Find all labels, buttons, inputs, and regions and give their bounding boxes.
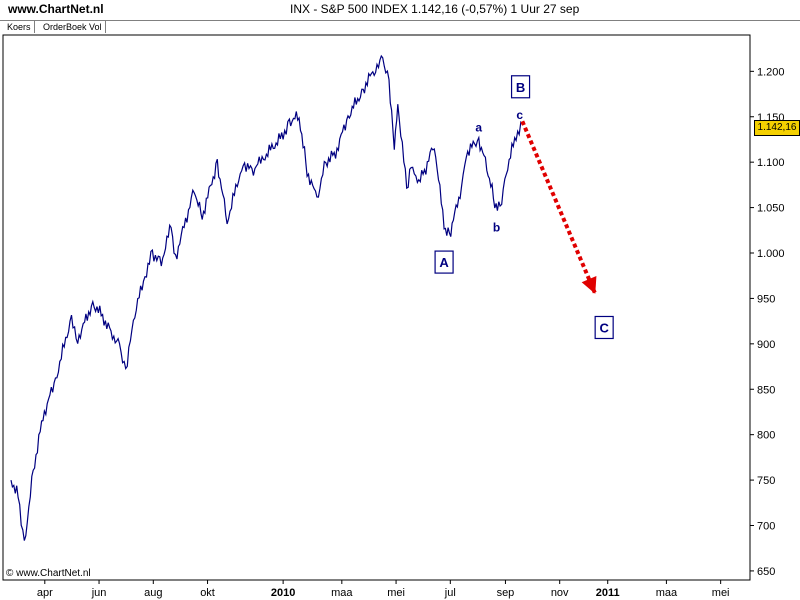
y-tick-label: 900 — [757, 339, 775, 351]
tab-orderboek-vol[interactable]: OrderBoek Vol — [40, 21, 106, 33]
x-tick-label: jun — [91, 587, 107, 599]
chart-title: INX - S&P 500 INDEX 1.142,16 (-0,57%) 1 … — [290, 2, 580, 16]
x-tick-label: 2010 — [271, 587, 295, 599]
y-tick-label: 1.200 — [757, 66, 785, 78]
y-tick-label: 1.000 — [757, 248, 785, 260]
wave-label-box-B — [510, 75, 531, 99]
y-tick-label: 1.100 — [757, 157, 785, 169]
last-value-label: 1.142,16 — [754, 120, 800, 136]
wave-label-c: c — [516, 108, 523, 122]
y-tick-label: 650 — [757, 566, 775, 578]
y-tick-label: 950 — [757, 293, 775, 305]
x-tick-label: jul — [444, 587, 456, 599]
x-tick-label: mei — [712, 587, 730, 599]
wave-label-box-C — [594, 315, 614, 340]
plot-frame — [2, 34, 751, 581]
x-tick-label: aug — [144, 587, 162, 599]
x-tick-label: nov — [551, 587, 569, 599]
y-tick-label: 750 — [757, 475, 775, 487]
projection-line — [520, 120, 598, 295]
y-tick-label: 800 — [757, 430, 775, 442]
x-tick-label: maa — [331, 587, 353, 599]
x-tick-label: 2011 — [596, 587, 620, 599]
wave-label-B: B — [516, 80, 525, 95]
projection-arrowhead — [581, 276, 597, 294]
y-tick-label: 700 — [757, 521, 775, 533]
x-tick-label: okt — [200, 587, 215, 599]
wave-label-a: a — [475, 121, 482, 135]
site-name[interactable]: www.ChartNet.nl — [8, 2, 104, 16]
copyright-text: © www.ChartNet.nl — [6, 568, 91, 579]
wave-label-C: C — [599, 320, 609, 335]
wave-label-box-A — [434, 250, 454, 274]
wave-label-b: b — [493, 221, 500, 235]
y-tick-label: 1.050 — [757, 203, 785, 215]
x-tick-label: apr — [37, 587, 53, 599]
tab-koers[interactable]: Koers — [4, 21, 35, 33]
tab-bar: Koers OrderBoek Vol — [0, 20, 800, 34]
x-tick-label: sep — [497, 587, 515, 599]
y-tick-label: 850 — [757, 384, 775, 396]
wave-label-A: A — [439, 255, 449, 270]
price-line — [10, 54, 523, 541]
header-bar: www.ChartNet.nl INX - S&P 500 INDEX 1.14… — [0, 0, 800, 21]
x-tick-label: maa — [656, 587, 678, 599]
x-tick-label: mei — [387, 587, 405, 599]
